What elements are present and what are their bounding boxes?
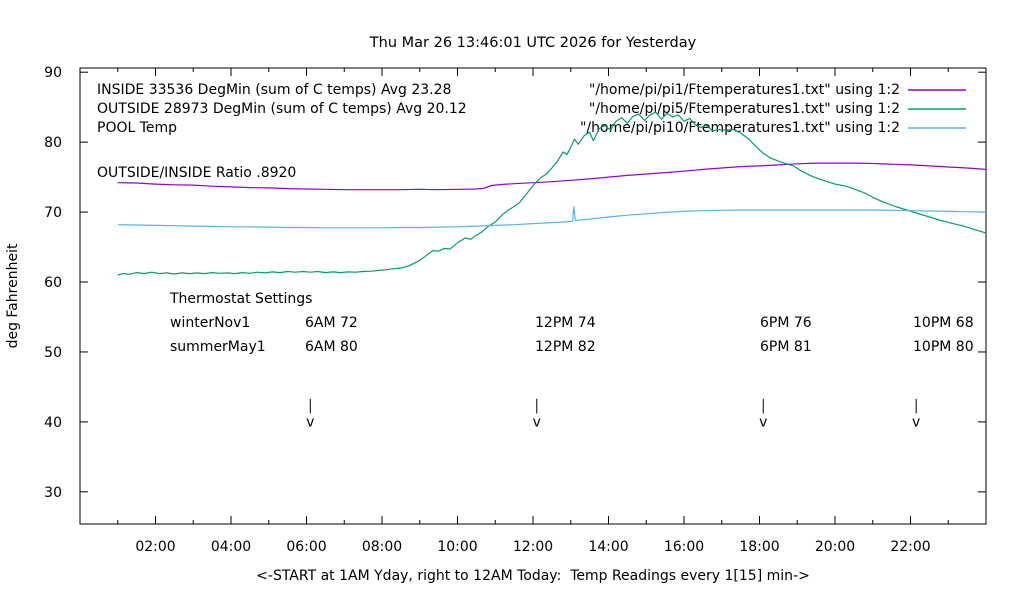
x-tick-label: 20:00 bbox=[815, 539, 855, 555]
x-tick-label: 18:00 bbox=[739, 539, 779, 555]
series-line-inside bbox=[117, 162, 987, 191]
chart-title: Thu Mar 26 13:46:01 UTC 2026 for Yesterd… bbox=[369, 35, 697, 51]
thermostat-title: Thermostat Settings bbox=[169, 291, 312, 307]
thermostat-row-name: winterNov1 bbox=[170, 315, 250, 331]
thermostat-setting: 10PM 68 bbox=[913, 315, 974, 331]
thermostat-row-winter: winterNov1 6AM 72 12PM 74 6PM 76 10PM 68 bbox=[170, 315, 974, 331]
y-axis-label: deg Fahrenheit bbox=[5, 243, 21, 348]
y-tick-label: 60 bbox=[44, 275, 62, 291]
down-arrow-head: v bbox=[912, 414, 920, 430]
series-line-pool bbox=[117, 205, 987, 229]
legend-row-outside: OUTSIDE 28973 DegMin (sum of C temps) Av… bbox=[97, 101, 966, 117]
legend-row-pool: POOL Temp "/home/pi/pi10/Ftemperatures1.… bbox=[97, 120, 966, 136]
thermostat-setting: 6PM 76 bbox=[760, 315, 812, 331]
generated-chart-layers: 02:00 04:00 06:00 08:00 10:00 12:00 14:00 16:00… bbox=[44, 65, 987, 555]
thermostat-row-summer: summerMay1 6AM 80 12PM 82 6PM 81 10PM 80 bbox=[170, 339, 974, 355]
legend-file-pool: "/home/pi/pi10/Ftemperatures1.txt" using… bbox=[580, 120, 900, 136]
x-tick-label: 04:00 bbox=[211, 539, 251, 555]
x-axis-label: <-START at 1AM Yday, right to 12AM Today… bbox=[256, 568, 810, 584]
legend-file-outside: "/home/pi/pi5/Ftemperatures1.txt" using … bbox=[589, 101, 900, 117]
y-tick-label: 30 bbox=[44, 485, 62, 501]
x-tick-label: 12:00 bbox=[513, 539, 553, 555]
x-tick-label: 16:00 bbox=[664, 539, 704, 555]
series-line-outside bbox=[117, 111, 987, 276]
x-tick-label: 22:00 bbox=[890, 539, 930, 555]
y-tick-label: 50 bbox=[44, 345, 62, 361]
y-tick-label: 90 bbox=[44, 65, 62, 81]
ratio-annotation: OUTSIDE/INSIDE Ratio .8920 bbox=[97, 165, 296, 181]
x-tick-label: 06:00 bbox=[286, 539, 326, 555]
thermostat-setting: 12PM 74 bbox=[535, 315, 596, 331]
y-tick-label: 70 bbox=[44, 205, 62, 221]
thermostat-setting: 12PM 82 bbox=[535, 339, 596, 355]
legend-label-outside: OUTSIDE 28973 DegMin (sum of C temps) Av… bbox=[97, 101, 467, 117]
down-arrow-head: v bbox=[533, 414, 541, 430]
legend-file-inside: "/home/pi/pi1/Ftemperatures1.txt" using … bbox=[589, 82, 900, 98]
thermostat-setting: 6AM 72 bbox=[305, 315, 358, 331]
legend-row-inside: INSIDE 33536 DegMin (sum of C temps) Avg… bbox=[97, 82, 966, 98]
x-tick-label: 02:00 bbox=[135, 539, 175, 555]
y-tick-label: 40 bbox=[44, 415, 62, 431]
legend-label-pool: POOL Temp bbox=[97, 120, 177, 136]
x-tick-label: 14:00 bbox=[588, 539, 628, 555]
legend-label-inside: INSIDE 33536 DegMin (sum of C temps) Avg… bbox=[97, 82, 451, 98]
x-tick-label: 10:00 bbox=[437, 539, 477, 555]
legend: INSIDE 33536 DegMin (sum of C temps) Avg… bbox=[97, 82, 966, 136]
x-tick-label: 08:00 bbox=[362, 539, 402, 555]
thermostat-setting: 6AM 80 bbox=[305, 339, 358, 355]
down-arrow-head: v bbox=[306, 414, 314, 430]
y-tick-label: 80 bbox=[44, 135, 62, 151]
thermostat-setting: 10PM 80 bbox=[913, 339, 974, 355]
thermostat-row-name: summerMay1 bbox=[170, 339, 266, 355]
down-arrow-head: v bbox=[759, 414, 767, 430]
thermostat-setting: 6PM 81 bbox=[760, 339, 812, 355]
thermostat-settings: Thermostat Settings winterNov1 6AM 72 12… bbox=[169, 291, 974, 355]
